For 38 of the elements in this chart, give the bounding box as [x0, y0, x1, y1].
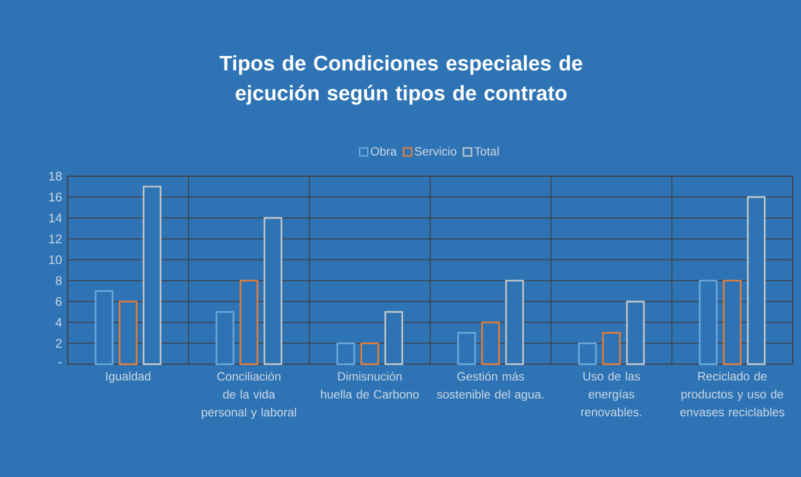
x-tick-label: Dimisnución huella de Carbono: [321, 372, 419, 399]
legend-label: Total: [474, 146, 499, 156]
bar: [457, 332, 476, 365]
y-tick-label: 12: [49, 234, 62, 244]
y-tick-label: 2: [56, 338, 62, 348]
x-tick-label: Conciliación de la vida personal y laboral: [202, 372, 296, 419]
x-tick-label: Igualdad: [106, 372, 150, 383]
x-tick-label: Reciclado de productos y uso de envases reciclables: [680, 372, 784, 416]
bar: [578, 342, 597, 365]
x-tick-label: Uso de las energías renovables.: [581, 372, 642, 416]
bar: [746, 196, 766, 365]
bar: [626, 300, 645, 365]
y-tick-label: 18: [49, 172, 62, 181]
y-tick-label: 14: [49, 214, 62, 222]
bar: [360, 342, 380, 365]
bar: [142, 186, 162, 365]
bar: [264, 217, 282, 365]
bar: [384, 311, 404, 365]
y-tick-label: 4: [56, 318, 62, 327]
bar: [722, 280, 742, 365]
y-tick-label: 16: [49, 192, 62, 202]
bar: [118, 300, 138, 365]
bar: [505, 280, 524, 365]
bar: [240, 280, 258, 365]
bar: [481, 322, 500, 365]
y-tick-label: 10: [49, 255, 62, 264]
bar: [698, 280, 718, 365]
bar: [216, 311, 234, 365]
y-tick-label: -: [58, 362, 62, 364]
y-tick-label: 6: [56, 297, 62, 306]
y-tick-label: 8: [56, 276, 62, 286]
bar: [336, 342, 356, 365]
bar: [602, 332, 621, 365]
bar: [94, 290, 114, 365]
x-tick-label: Gestión más sostenible del agua.: [437, 372, 544, 401]
legend-label: Servicio: [414, 146, 456, 156]
chart-title: Tipos de Condiciones especiales de ejcución según tipos de contrato: [220, 55, 582, 105]
legend-label: Obra: [370, 146, 397, 156]
